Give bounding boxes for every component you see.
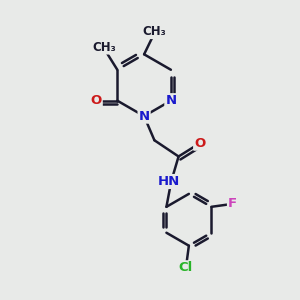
Text: O: O	[91, 94, 102, 107]
Text: N: N	[165, 94, 176, 107]
Text: CH₃: CH₃	[92, 40, 116, 54]
Text: CH₃: CH₃	[142, 25, 166, 38]
Text: Cl: Cl	[179, 261, 193, 274]
Text: N: N	[139, 110, 150, 123]
Text: O: O	[194, 137, 206, 150]
Text: F: F	[228, 197, 237, 210]
Text: HN: HN	[158, 175, 180, 188]
